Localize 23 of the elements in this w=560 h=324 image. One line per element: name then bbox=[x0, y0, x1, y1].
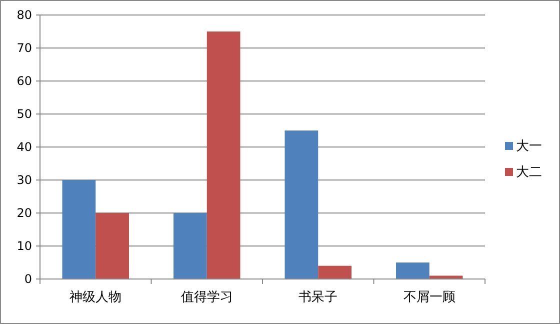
x-tick-label: 书呆子 bbox=[298, 290, 338, 305]
y-tick-label: 80 bbox=[16, 8, 32, 22]
x-tick-label: 不屑一顾 bbox=[403, 290, 456, 305]
bar bbox=[174, 213, 207, 279]
y-tick-label: 40 bbox=[16, 140, 32, 154]
y-tick-label: 50 bbox=[16, 107, 32, 121]
y-tick-label: 0 bbox=[24, 272, 32, 286]
bar bbox=[429, 276, 463, 279]
legend-label: 大一 bbox=[516, 139, 542, 154]
y-tick-label: 30 bbox=[16, 173, 32, 187]
y-tick-label: 70 bbox=[16, 41, 32, 55]
bar bbox=[396, 262, 430, 279]
y-tick-label: 10 bbox=[16, 239, 32, 253]
bar bbox=[96, 213, 129, 279]
y-tick-label: 60 bbox=[16, 74, 32, 88]
legend-label: 大二 bbox=[516, 165, 542, 180]
bar bbox=[284, 130, 318, 279]
bar bbox=[318, 266, 352, 279]
x-tick-label: 值得学习 bbox=[180, 290, 233, 305]
bar bbox=[206, 32, 240, 279]
bar bbox=[62, 180, 96, 279]
x-tick-label: 神级人物 bbox=[70, 290, 122, 305]
y-tick-label: 20 bbox=[16, 206, 32, 220]
